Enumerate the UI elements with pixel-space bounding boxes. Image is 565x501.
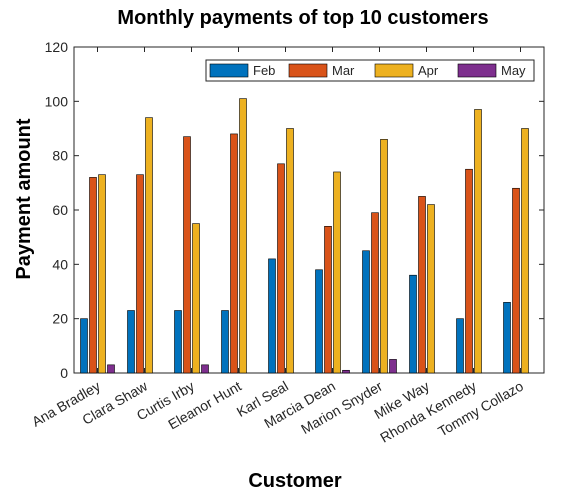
bar-feb bbox=[503, 302, 511, 374]
bar-apr bbox=[427, 204, 435, 374]
y-tick-label: 100 bbox=[45, 93, 69, 109]
y-tick-label: 0 bbox=[60, 365, 68, 381]
legend-swatch-apr bbox=[374, 63, 414, 78]
bar-feb bbox=[80, 318, 88, 374]
legend-swatch-mar bbox=[288, 63, 328, 78]
bar-apr bbox=[286, 128, 294, 374]
legend-label-mar: Mar bbox=[332, 63, 355, 78]
bar-feb bbox=[127, 310, 135, 374]
bar-feb bbox=[456, 318, 464, 374]
chart-title: Monthly payments of top 10 customers bbox=[117, 7, 488, 29]
legend-label-feb: Feb bbox=[253, 63, 275, 78]
legend-box bbox=[205, 59, 535, 82]
bar-may bbox=[107, 364, 115, 374]
legend-label-may: May bbox=[501, 63, 526, 78]
bar-feb bbox=[174, 310, 182, 374]
bar-mar bbox=[324, 226, 332, 374]
axes-box bbox=[73, 46, 545, 374]
y-tick-label: 120 bbox=[45, 39, 69, 55]
y-tick-label: 40 bbox=[52, 256, 68, 272]
bar-mar bbox=[230, 133, 238, 374]
bar-may bbox=[342, 369, 350, 374]
y-tick-label: 20 bbox=[52, 311, 68, 327]
bar-apr bbox=[521, 128, 529, 374]
bar-mar bbox=[418, 196, 426, 374]
bar-may bbox=[389, 359, 397, 374]
bar-feb bbox=[268, 258, 276, 374]
bar-mar bbox=[183, 136, 191, 374]
bar-feb bbox=[362, 250, 370, 374]
bar-mar bbox=[136, 174, 144, 374]
legend-label-apr: Apr bbox=[418, 63, 439, 78]
y-tick-label: 80 bbox=[52, 148, 68, 164]
bar-feb bbox=[409, 274, 417, 374]
legend-swatch-may bbox=[457, 63, 497, 78]
bar-feb bbox=[315, 269, 323, 374]
bar-apr bbox=[474, 109, 482, 374]
bar-apr bbox=[145, 117, 153, 374]
bar-mar bbox=[512, 187, 520, 374]
bar-apr bbox=[98, 174, 106, 374]
bar-apr bbox=[380, 139, 388, 374]
bar-may bbox=[201, 364, 209, 374]
bar-apr bbox=[333, 171, 341, 374]
bar-feb bbox=[221, 310, 229, 374]
y-tick-label: 60 bbox=[52, 202, 68, 218]
x-axis-label: Customer bbox=[248, 470, 342, 492]
bar-apr bbox=[192, 223, 200, 374]
bar-mar bbox=[277, 163, 285, 374]
bar-mar bbox=[89, 177, 97, 374]
bar-mar bbox=[465, 168, 473, 374]
legend: Feb Mar Apr May bbox=[205, 59, 535, 82]
y-axis-label: Payment amount bbox=[13, 118, 35, 279]
bar-apr bbox=[239, 98, 247, 374]
legend-swatch-feb bbox=[209, 63, 249, 78]
bar-mar bbox=[371, 212, 379, 374]
